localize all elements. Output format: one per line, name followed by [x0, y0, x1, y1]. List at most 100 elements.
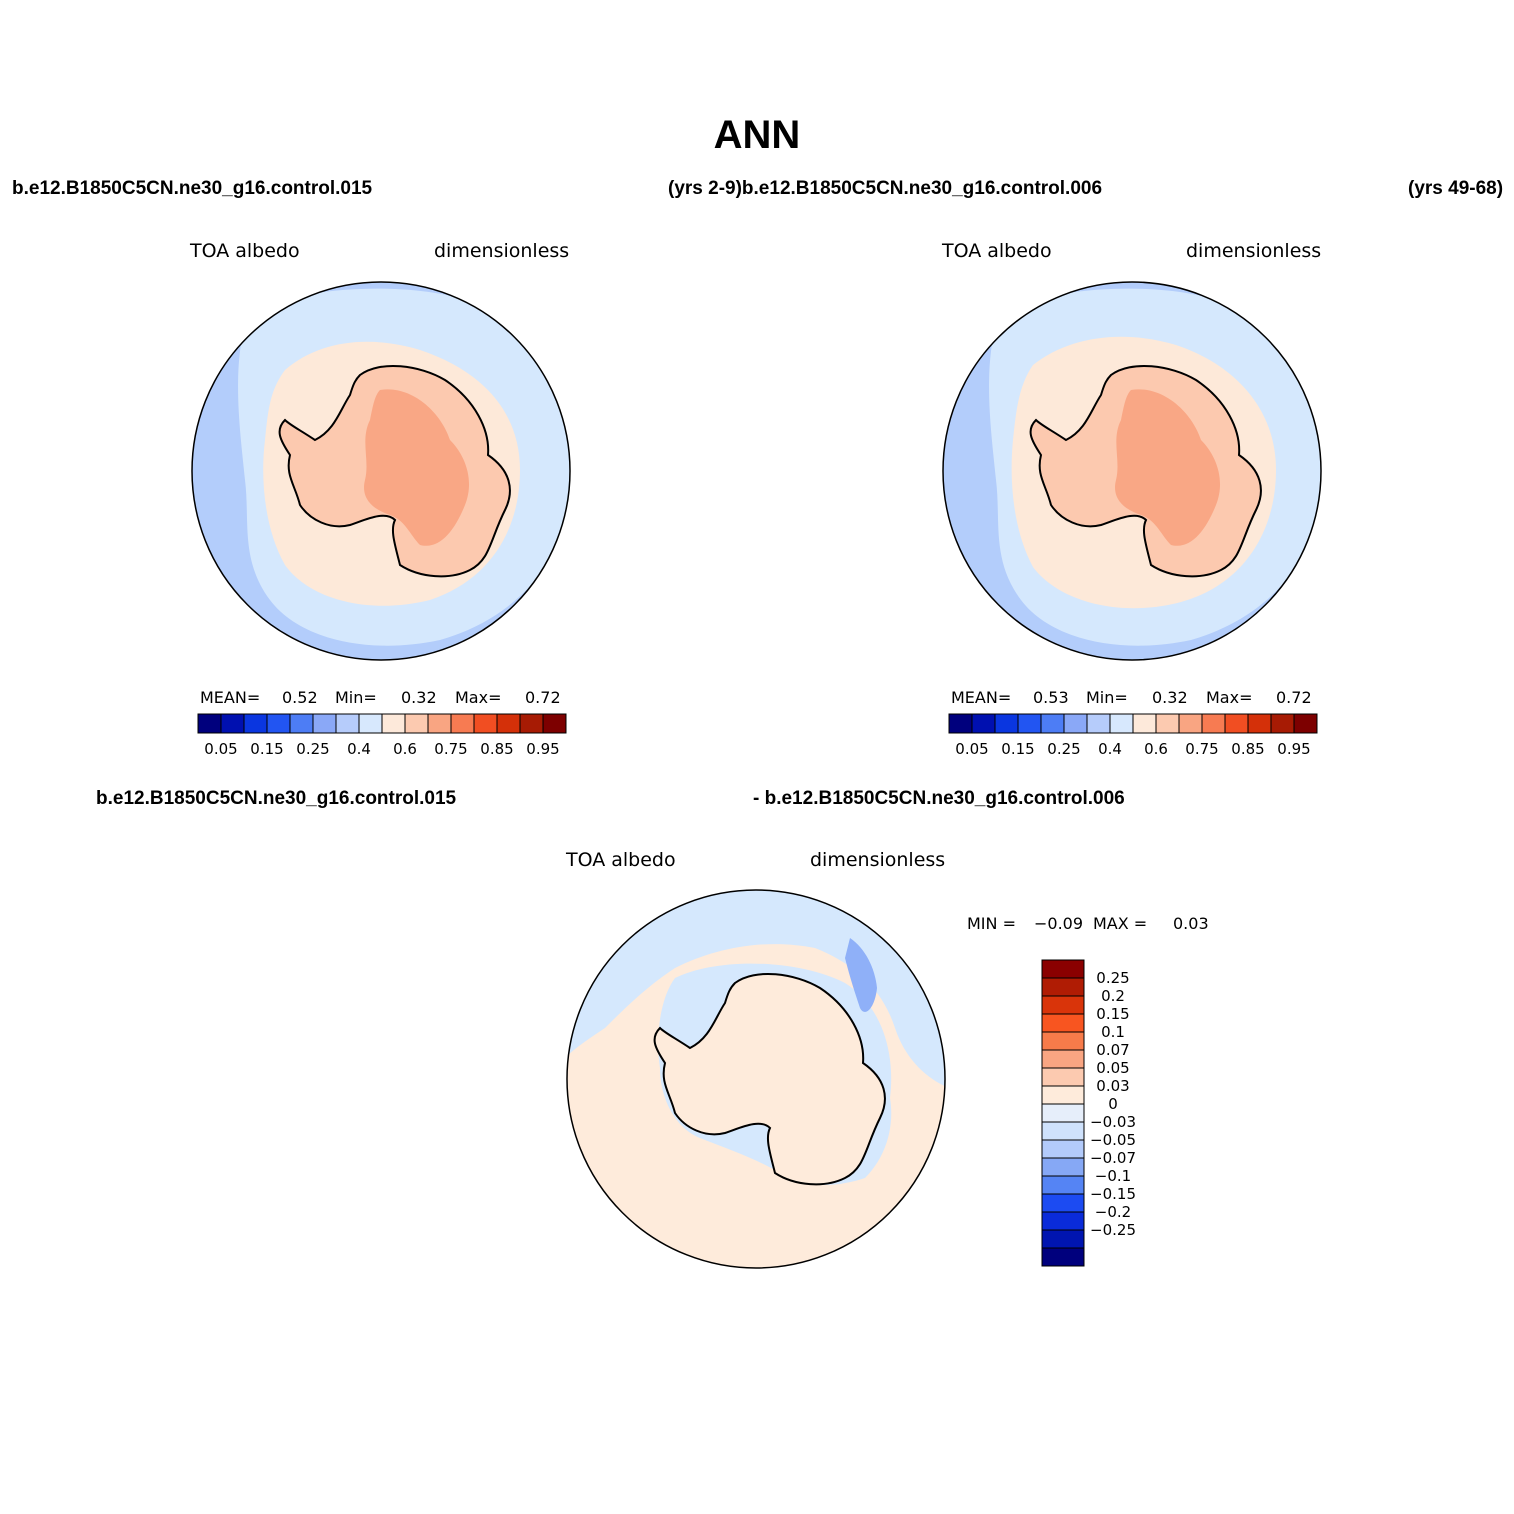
colorbar-tick-label: −0.2 [1095, 1203, 1131, 1221]
colorbar-swatch [1086, 713, 1111, 734]
colorbar-swatch [496, 713, 521, 734]
panel1-mean-label: MEAN= [200, 688, 261, 707]
colorbar-swatch [1041, 1247, 1085, 1267]
panel2-max-value: 0.72 [1276, 688, 1312, 707]
colorbar-tick-label: −0.07 [1090, 1149, 1136, 1167]
colorbar-swatch [1041, 1103, 1085, 1123]
colorbar-tick-label: 0.75 [1185, 740, 1218, 758]
colorbar-tick-label: 0.85 [1231, 740, 1264, 758]
bottom-left-case-name: b.e12.B1850C5CN.ne30_g16.control.015 [96, 788, 457, 809]
top-middle-case-name: (yrs 2-9)b.e12.B1850C5CN.ne30_g16.contro… [668, 178, 1103, 199]
colorbar-swatch [450, 713, 475, 734]
colorbar-swatch [358, 713, 383, 734]
colorbar-swatch [1040, 713, 1065, 734]
colorbar-tick-label: −0.25 [1090, 1221, 1136, 1239]
colorbar-swatch [994, 713, 1019, 734]
colorbar-tick-label: 0.25 [1096, 969, 1129, 987]
figure-title: ANN [713, 113, 801, 157]
colorbar-swatch [1041, 1229, 1085, 1249]
panel1-max-value: 0.72 [525, 688, 561, 707]
bottom-right-case-name: - b.e12.B1850C5CN.ne30_g16.control.006 [753, 788, 1125, 809]
colorbar-swatch [220, 713, 245, 734]
panel3-min-label: MIN = [967, 914, 1016, 933]
colorbar-swatch [1132, 713, 1157, 734]
panel1-min-label: Min= [335, 688, 377, 707]
colorbar-tick-label: −0.05 [1090, 1131, 1136, 1149]
colorbar-swatch [243, 713, 268, 734]
colorbar-tick-label: 0.4 [347, 740, 371, 758]
colorbar-swatch [1155, 713, 1180, 734]
colorbar-swatch [1063, 713, 1088, 734]
colorbar-swatch [1041, 959, 1085, 979]
panel1-colorbar: 0.05 0.15 0.25 0.4 0.6 0.75 0.85 0.95 [197, 713, 567, 758]
colorbar-swatch [1041, 1067, 1085, 1087]
colorbar-tick-label: −0.15 [1090, 1185, 1136, 1203]
panel3-max-label: MAX = [1093, 914, 1148, 933]
colorbar-swatch [404, 713, 429, 734]
panel2-min-value: 0.32 [1152, 688, 1188, 707]
colorbar-swatch [1041, 1211, 1085, 1231]
panel3-max-value: 0.03 [1173, 914, 1209, 933]
colorbar-swatch [335, 713, 360, 734]
panel3-negative-upper [567, 890, 945, 1088]
colorbar-swatch [1041, 995, 1085, 1015]
colorbar-tick-label: 0 [1108, 1095, 1118, 1113]
colorbar-tick-label: 0.03 [1096, 1077, 1129, 1095]
panel3-strong-negative [845, 938, 877, 1012]
colorbar-swatch [473, 713, 498, 734]
panel2-max-label: Max= [1206, 688, 1253, 707]
colorbar-swatch [1270, 713, 1295, 734]
colorbar-tick-label: 0.1 [1101, 1023, 1125, 1041]
panel2-mean-label: MEAN= [951, 688, 1012, 707]
colorbar-swatch [1041, 1049, 1085, 1069]
colorbar-swatch [1109, 713, 1134, 734]
panel1-map [191, 281, 571, 661]
panel3-variable-label: TOA albedo [566, 849, 676, 871]
colorbar-swatch [1041, 1139, 1085, 1159]
panel1-variable-label: TOA albedo [190, 240, 300, 262]
colorbar-tick-label: 0.05 [955, 740, 988, 758]
colorbar-swatch [1224, 713, 1249, 734]
panel3-colorbar: 0.250.20.150.10.070.050.030−0.03−0.05−0.… [1041, 959, 1136, 1267]
colorbar-swatch [1201, 713, 1226, 734]
colorbar-swatch [1041, 977, 1085, 997]
panel2-colorbar: 0.05 0.15 0.25 0.4 0.6 0.75 0.85 0.95 [948, 713, 1318, 758]
colorbar-tick-label: 0.4 [1098, 740, 1122, 758]
colorbar-swatch [1041, 1175, 1085, 1195]
colorbar-tick-label: 0.6 [393, 740, 417, 758]
panel1-max-label: Max= [455, 688, 502, 707]
colorbar-tick-label: 0.05 [1096, 1059, 1129, 1077]
colorbar-swatch [971, 713, 996, 734]
colorbar-swatch [1041, 1013, 1085, 1033]
colorbar-swatch [1041, 1157, 1085, 1177]
panel2-mean-value: 0.53 [1033, 688, 1069, 707]
panel2-plateau [1115, 389, 1221, 546]
colorbar-tick-label: 0.95 [526, 740, 559, 758]
panel2-units-label: dimensionless [1186, 240, 1322, 262]
colorbar-tick-label: 0.95 [1277, 740, 1310, 758]
panel1-mean-value: 0.52 [282, 688, 318, 707]
colorbar-tick-label: 0.05 [204, 740, 237, 758]
colorbar-tick-label: 0.85 [480, 740, 513, 758]
colorbar-swatch [1041, 1121, 1085, 1141]
panel2-min-label: Min= [1086, 688, 1128, 707]
colorbar-tick-label: 0.15 [1096, 1005, 1129, 1023]
colorbar-swatch [1041, 1031, 1085, 1051]
colorbar-swatch [1041, 1193, 1085, 1213]
colorbar-swatch [266, 713, 291, 734]
colorbar-swatch [542, 713, 567, 734]
panel1-units-label: dimensionless [434, 240, 570, 262]
panel2-map [942, 281, 1322, 661]
colorbar-tick-label: 0.75 [434, 740, 467, 758]
colorbar-swatch [289, 713, 314, 734]
colorbar-tick-label: 0.25 [296, 740, 329, 758]
panel1-plateau [364, 389, 470, 546]
colorbar-swatch [197, 713, 222, 734]
colorbar-swatch [519, 713, 544, 734]
panel3-antarctica-land [653, 972, 886, 1186]
colorbar-tick-label: 0.15 [1001, 740, 1034, 758]
panel3-min-value: −0.09 [1034, 914, 1084, 933]
colorbar-swatch [1041, 1085, 1085, 1105]
colorbar-tick-label: 0.25 [1047, 740, 1080, 758]
